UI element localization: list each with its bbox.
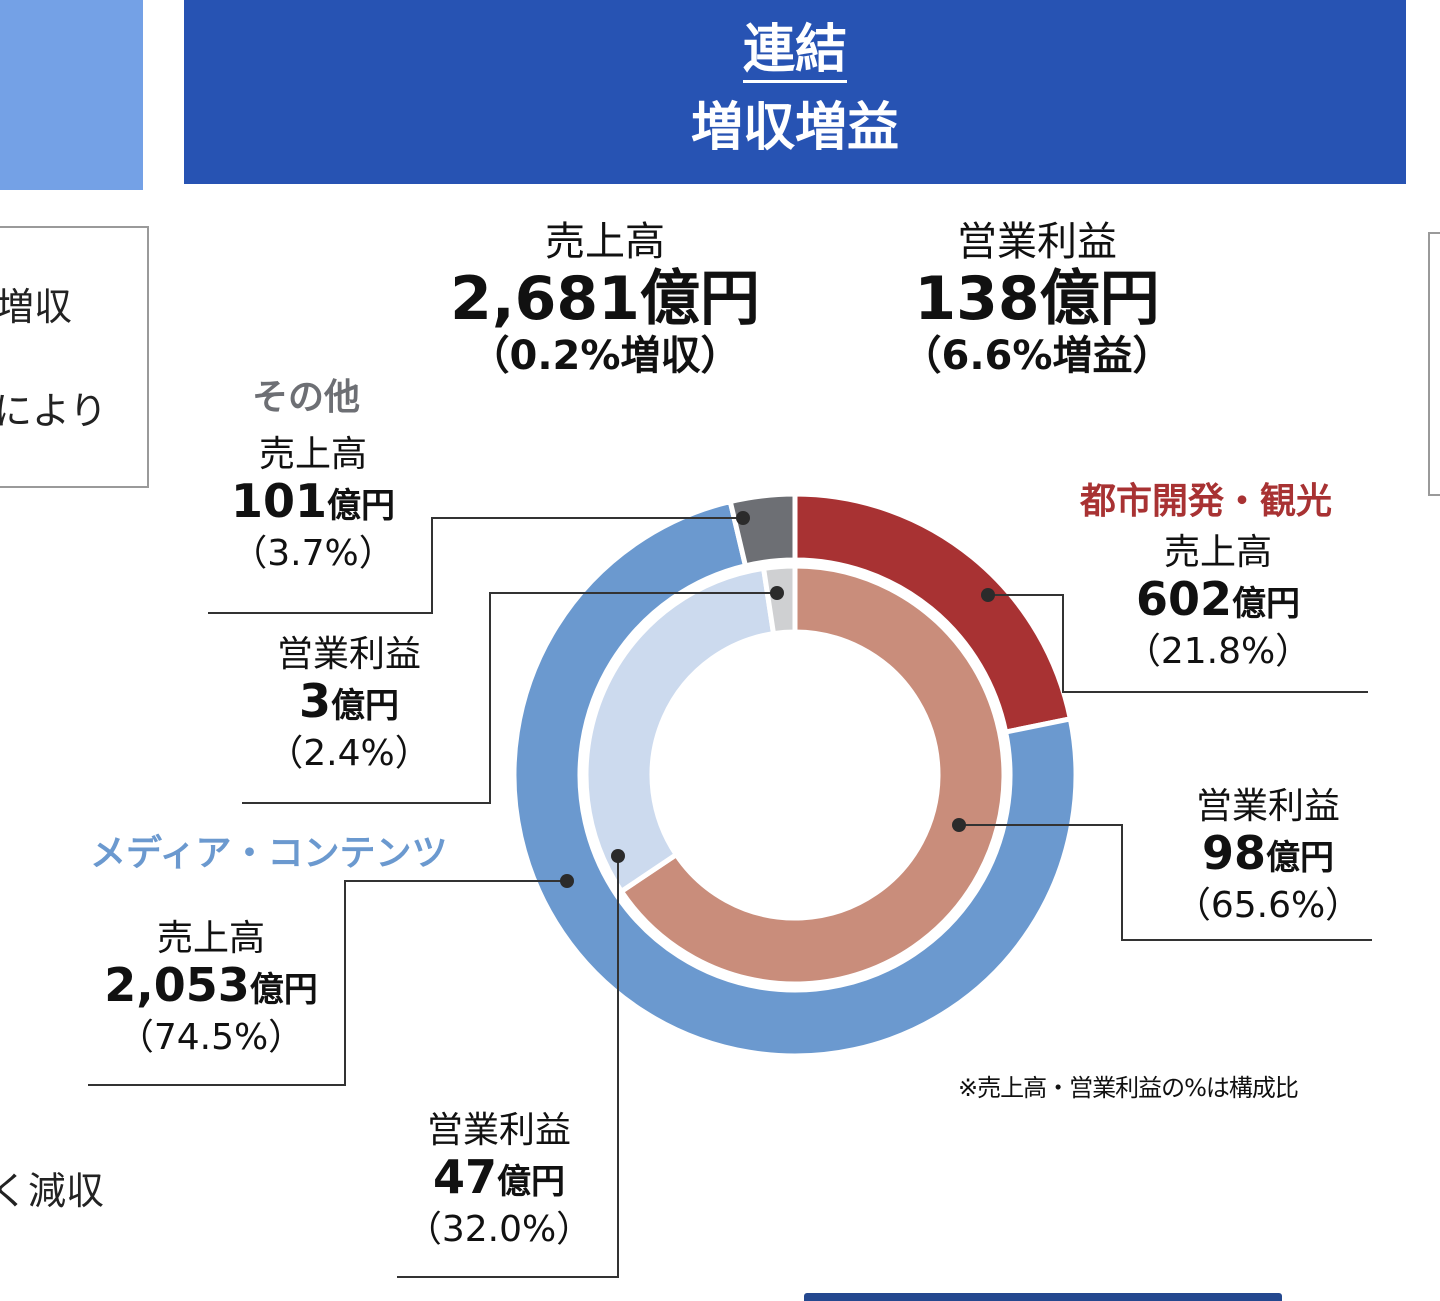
leader-city-sales [988,594,1368,693]
total-sales: 売上高 2,681億円 （0.2%増収） [420,218,790,380]
label-media-op: 営業利益 47億円 （32.0%） [386,1110,612,1253]
label-city-sales: 売上高 602億円 （21.8%） [1100,532,1336,675]
dot-other-sales [736,511,750,525]
label-other-sales-title: 売上高 [258,434,367,475]
inner-op-slice-city [617,563,1007,987]
value-number: 47 [432,1150,497,1204]
total-op-label: 営業利益 [957,219,1117,265]
segment-name-media: メディア・コンテンツ [90,833,448,874]
leader-media-sales [88,880,567,1086]
outer-sales-slice-media [511,498,1079,1059]
value-unit: 億円 [331,686,399,726]
value-unit: 億円 [249,970,318,1010]
label-media-sales: 売上高 2,053億円 （74.5%） [80,918,342,1061]
label-city-sales-title: 売上高 [1163,532,1272,573]
left-box-line-2: により [0,389,108,433]
total-op-value: 138億円 [914,264,1160,334]
label-media-sales-title: 売上高 [156,918,265,959]
bottom-panel-edge [804,1293,1282,1301]
total-sales-change: （0.2%増収） [469,333,741,379]
leader-lines [88,517,1372,1278]
label-media-op-value: 47億円 [386,1152,612,1207]
value-number: 98 [1201,826,1266,880]
total-sales-label: 売上高 [545,219,665,265]
leader-dots [560,511,995,888]
label-other-op-value: 3億円 [236,676,462,731]
donut-rings [511,491,1079,1059]
value-unit: 億円 [327,486,396,526]
composition-footnote: ※売上高・営業利益の%は構成比 [958,1074,1299,1102]
label-city-sales-value: 602億円 [1100,574,1336,629]
leader-city-op [959,824,1372,941]
segment-name-city: 都市開発・観光 [1080,481,1333,522]
label-other-sales-pct: （3.7%） [231,533,395,574]
label-other-op-title: 営業利益 [276,634,421,675]
value-unit: 億円 [1232,584,1301,624]
value-number: 2,053 [104,958,250,1012]
dot-media-sales [560,874,574,888]
left-box-line-1: 増収 [0,285,73,329]
value-number: 101 [230,474,328,528]
label-media-sales-pct: （74.5%） [117,1017,305,1058]
label-media-op-title: 営業利益 [426,1110,571,1151]
dot-city-sales [981,588,995,602]
label-other-op-pct: （2.4%） [267,733,431,774]
label-other-op: 営業利益 3億円 （2.4%） [236,634,462,777]
header-banner: 連結 増収増益 [184,0,1406,184]
left-panel-line-3: く減収 [0,1169,105,1213]
label-media-op-pct: （32.0%） [405,1209,593,1250]
dot-other-op [770,586,784,600]
value-number: 602 [1135,572,1233,626]
value-number: 3 [298,674,331,728]
header-title: 連結 [184,18,1406,83]
dot-media-op [611,849,625,863]
dot-city-op [952,818,966,832]
label-city-op-title: 営業利益 [1195,786,1340,827]
left-summary-box [0,226,149,488]
label-other-sales-value: 101億円 [200,476,426,531]
right-summary-box [1428,232,1440,496]
total-operating-profit: 営業利益 138億円 （6.6%増益） [852,218,1222,380]
left-panel-tab [0,0,143,190]
header-title-text: 連結 [742,20,847,83]
value-unit: 億円 [1266,838,1334,878]
inner-op-slice-other [760,563,798,637]
leader-other-sales [208,517,743,614]
label-city-op: 営業利益 98億円 （65.6%） [1150,786,1386,929]
leader-media-op [397,856,619,1278]
segment-name-other: その他 [252,377,361,418]
leader-other-op [242,592,777,804]
total-sales-value: 2,681億円 [450,264,760,334]
label-other-sales: 売上高 101億円 （3.7%） [200,434,426,577]
header-subtitle: 増収増益 [690,98,899,158]
label-city-op-value: 98億円 [1150,828,1386,883]
total-op-change: （6.6%増益） [901,333,1173,379]
label-city-sales-pct: （21.8%） [1124,631,1312,672]
label-media-sales-value: 2,053億円 [80,960,342,1015]
value-unit: 億円 [497,1162,565,1202]
label-city-op-pct: （65.6%） [1174,885,1362,926]
inner-op-slice-media [583,565,777,895]
